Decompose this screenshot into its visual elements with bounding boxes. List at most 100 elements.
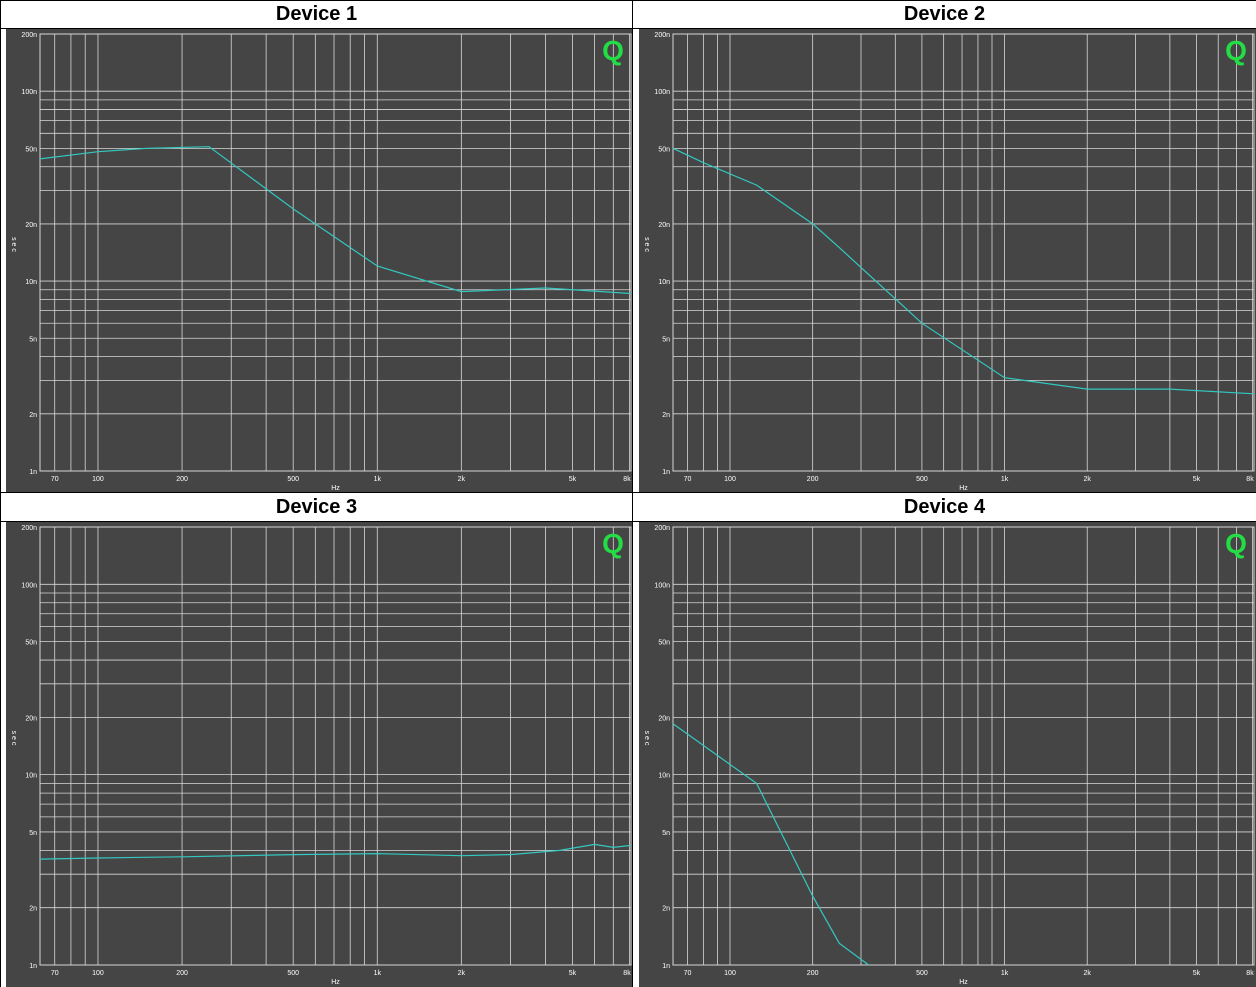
plot-border (672, 33, 1255, 472)
series-line (39, 843, 632, 860)
chart-title: Device 4 (633, 493, 1256, 522)
chart-svg: 1n 2n 5n 10n 20n 50n 100n 200n 70 100 200 500 1k 2k 5k… (643, 32, 1255, 492)
x-tick-label: 200 (176, 970, 188, 977)
chart-title: Device 1 (0, 0, 633, 29)
plot-area: 1n 2n 5n 10n 20n 50n 100n 200n 70 100 200 500 1k 2k 5k… (639, 29, 1256, 493)
device-3-panel: Device 3 1n 2n 5n 10n 20n 50n 100n 200n 70 100 200… (0, 493, 633, 987)
series-line (672, 147, 1255, 395)
chart-svg: 1n 2n 5n 10n 20n 50n 100n 200n 70 100 200 500 1k 2k 5k… (10, 525, 632, 986)
x-tick-label: 500 (916, 476, 928, 483)
y-tick-label: 100n (654, 89, 670, 96)
y-tick-label: 5n (662, 336, 670, 343)
x-tick-label: 8k (1246, 476, 1254, 483)
y-axis-label: s e c (643, 731, 650, 746)
q-logo-icon: Q (1225, 528, 1247, 559)
chart-svg: 1n 2n 5n 10n 20n 50n 100n 200n 70 100 200 500 1k 2k 5k… (10, 32, 632, 492)
y-tick-label: 10n (658, 773, 670, 780)
x-axis-label: Hz (331, 979, 340, 986)
y-tick-label: 200n (654, 525, 670, 532)
frame-top (0, 0, 1256, 1)
q-logo-icon: Q (602, 528, 624, 559)
y-tick-label: 10n (25, 279, 37, 286)
y-tick-label: 10n (25, 773, 37, 780)
y-tick-label: 200n (21, 32, 37, 39)
plot-border (672, 526, 1255, 966)
x-tick-label: 500 (287, 476, 299, 483)
y-tick-label: 1n (29, 963, 37, 970)
frame-left (0, 0, 1, 987)
x-axis-label: Hz (959, 485, 968, 492)
x-tick-label: 100 (92, 970, 104, 977)
y-axis-label: s e c (10, 731, 17, 746)
y-tick-label: 20n (25, 222, 37, 229)
plot-area: 1n 2n 5n 10n 20n 50n 100n 200n 70 100 200 500 1k 2k 5k… (639, 522, 1256, 987)
x-tick-label: 2k (1084, 970, 1092, 977)
x-axis-label: Hz (331, 485, 340, 492)
x-tick-label: 70 (51, 970, 59, 977)
x-tick-label: 1k (1001, 970, 1009, 977)
x-tick-label: 70 (684, 970, 692, 977)
chart-svg: 1n 2n 5n 10n 20n 50n 100n 200n 70 100 200 500 1k 2k 5k… (643, 525, 1255, 986)
frame-middle-horizontal (0, 492, 1256, 493)
y-tick-label: 100n (21, 89, 37, 96)
y-tick-label: 50n (25, 640, 37, 647)
x-tick-label: 5k (569, 476, 577, 483)
y-tick-label: 1n (662, 963, 670, 970)
y-tick-label: 2n (29, 906, 37, 913)
y-tick-label: 50n (25, 146, 37, 153)
y-tick-label: 20n (658, 222, 670, 229)
y-tick-label: 20n (25, 715, 37, 722)
x-tick-label: 200 (176, 476, 188, 483)
x-tick-label: 100 (92, 476, 104, 483)
y-tick-label: 100n (654, 582, 670, 589)
series-line (672, 723, 870, 966)
x-tick-label: 2k (458, 476, 466, 483)
plot-border (39, 33, 632, 472)
device-2-panel: Device 2 1n 2n 5n 10n 20n 50n 100n 200n 70 100 200… (633, 0, 1256, 493)
x-axis-label: Hz (959, 979, 968, 986)
y-tick-label: 100n (21, 582, 37, 589)
x-tick-label: 8k (1246, 970, 1254, 977)
plot-area: 1n 2n 5n 10n 20n 50n 100n 200n 70 100 200 500 1k 2k 5k… (6, 522, 633, 987)
device-4-panel: Device 4 1n 2n 5n 10n 20n 50n 100n 200n 70 100 200… (633, 493, 1256, 987)
x-tick-label: 2k (458, 970, 466, 977)
y-tick-label: 10n (658, 279, 670, 286)
y-tick-label: 1n (662, 469, 670, 476)
x-tick-label: 100 (724, 970, 736, 977)
x-tick-label: 70 (684, 476, 692, 483)
x-tick-label: 70 (51, 476, 59, 483)
y-tick-label: 5n (29, 336, 37, 343)
x-tick-label: 500 (916, 970, 928, 977)
y-tick-label: 2n (662, 906, 670, 913)
x-tick-label: 1k (374, 970, 382, 977)
x-tick-label: 200 (807, 476, 819, 483)
x-tick-label: 5k (569, 970, 577, 977)
device-1-panel: Device 1 1n 2n 5n 10n 20n 50n 100n 200n 70 100 200… (0, 0, 633, 493)
plot-border (39, 526, 632, 966)
y-tick-label: 5n (29, 830, 37, 837)
chart-title: Device 2 (633, 0, 1256, 29)
x-tick-label: 500 (287, 970, 299, 977)
x-tick-label: 5k (1193, 476, 1201, 483)
y-axis-label: s e c (10, 237, 17, 252)
y-tick-label: 20n (658, 715, 670, 722)
chart-title: Device 3 (0, 493, 633, 522)
plot-area: 1n 2n 5n 10n 20n 50n 100n 200n 70 100 200 500 1k 2k 5k… (6, 29, 633, 493)
y-tick-label: 200n (21, 525, 37, 532)
y-tick-label: 1n (29, 469, 37, 476)
y-tick-label: 50n (658, 146, 670, 153)
x-tick-label: 2k (1084, 476, 1092, 483)
series-line (39, 146, 632, 295)
x-tick-label: 5k (1193, 970, 1201, 977)
x-tick-label: 100 (724, 476, 736, 483)
y-tick-label: 2n (662, 412, 670, 419)
q-logo-icon: Q (602, 35, 624, 66)
x-tick-label: 200 (807, 970, 819, 977)
y-tick-label: 50n (658, 640, 670, 647)
x-tick-label: 8k (623, 970, 631, 977)
x-tick-label: 1k (374, 476, 382, 483)
frame-middle-vertical (632, 0, 633, 987)
y-axis-label: s e c (643, 237, 650, 252)
x-tick-label: 8k (623, 476, 631, 483)
